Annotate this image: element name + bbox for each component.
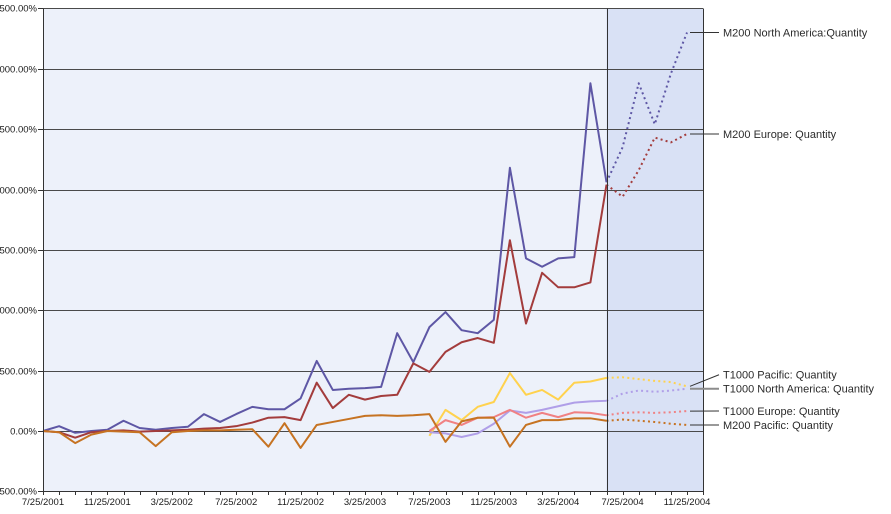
series-line-t1000_pac (428, 372, 607, 437)
series-callout-label-t1000_na: T1000 North America: Quantity (723, 384, 875, 396)
series-callout-label-m200_na: M200 North America:Quantity (723, 28, 868, 40)
x-axis-tick-label: 3/25/2004 (537, 497, 579, 508)
series-line-m200_pac (42, 413, 607, 449)
series-line-t1000_na (429, 399, 607, 439)
y-axis-tick-label: 2000.00% (0, 186, 38, 197)
forecast-region (606, 8, 703, 491)
series-callout-label-t1000_eu: T1000 Europe: Quantity (723, 406, 840, 418)
x-axis-tick-label: 7/25/2001 (22, 497, 64, 508)
series-forecast-line-m200_na (605, 32, 688, 183)
y-axis-tick-label: 3500.00% (0, 4, 38, 15)
callout-leader-t1000_pac (689, 374, 720, 387)
series-forecast-line-t1000_na (606, 387, 688, 402)
x-axis-tick-label: 3/25/2003 (344, 497, 386, 508)
series-callout-label-m200_pac: M200 Pacific: Quantity (723, 420, 834, 432)
x-axis-tick-label: 11/25/2002 (277, 497, 324, 508)
x-axis-tick-label: 7/25/2004 (601, 497, 643, 508)
x-axis-tick-label: 11/25/2004 (664, 497, 711, 508)
x-axis-tick-label: 3/25/2002 (151, 497, 193, 508)
y-axis-tick-label: -500.00% (0, 487, 38, 498)
y-axis-tick-label: 0.00% (10, 427, 37, 438)
plot-area (43, 8, 703, 491)
x-axis-tick-label: 7/25/2002 (215, 497, 257, 508)
series-line-m200_na (42, 82, 608, 434)
y-axis-tick-label: 2500.00% (0, 125, 38, 136)
x-axis-tick-label: 11/25/2003 (470, 497, 517, 508)
y-axis-tick-label: 1000.00% (0, 306, 38, 317)
x-axis-tick-label: 7/25/2003 (408, 497, 450, 508)
y-axis-tick-label: 1500.00% (0, 246, 38, 257)
series-callout-label-t1000_pac: T1000 Pacific: Quantity (723, 370, 837, 382)
series-callout-label-m200_eu: M200 Europe: Quantity (723, 129, 837, 141)
x-axis-tick-label: 11/25/2001 (84, 497, 131, 508)
y-axis-tick-label: 3000.00% (0, 65, 38, 76)
y-axis-tick-label: 500.00% (0, 367, 38, 378)
series-forecast-line-m200_eu (605, 133, 688, 198)
